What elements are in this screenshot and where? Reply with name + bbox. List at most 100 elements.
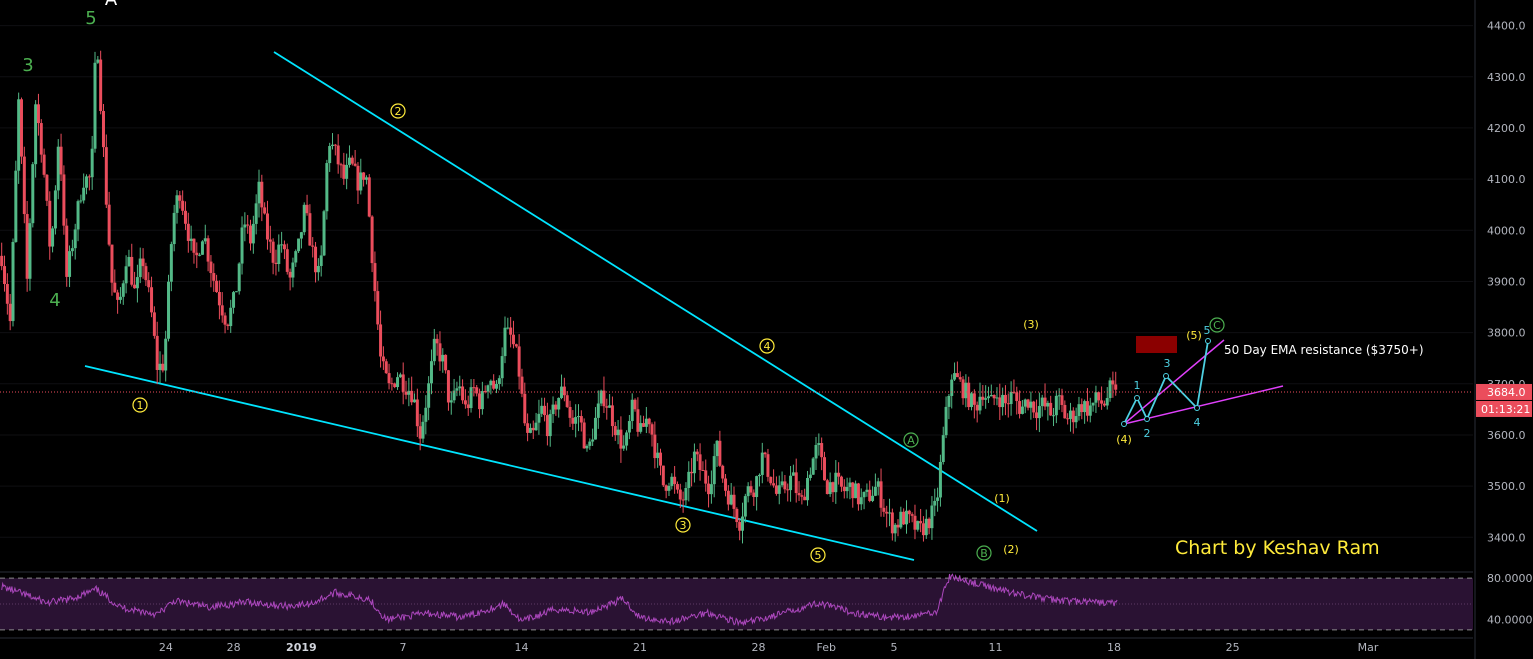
candle-body bbox=[285, 249, 289, 272]
circled-wave-marker bbox=[759, 338, 775, 354]
candle-body bbox=[749, 486, 753, 493]
candle-body bbox=[107, 204, 111, 245]
candle-body bbox=[661, 465, 665, 486]
candle-body bbox=[1018, 401, 1022, 414]
candle-body bbox=[141, 258, 145, 267]
candle-body bbox=[376, 291, 380, 325]
candle-body bbox=[698, 454, 702, 471]
candle-body bbox=[0, 255, 4, 267]
candle-body bbox=[249, 225, 253, 244]
candle-body bbox=[851, 482, 855, 499]
candle-body bbox=[220, 305, 224, 316]
candle-body bbox=[495, 383, 499, 389]
candle-body bbox=[5, 283, 9, 304]
candle-body bbox=[82, 187, 86, 201]
candle-body bbox=[229, 307, 233, 327]
candle-body bbox=[463, 400, 467, 405]
candle-body bbox=[124, 266, 128, 284]
candle-body bbox=[195, 252, 199, 256]
candle-body bbox=[234, 291, 238, 293]
candle-body bbox=[121, 283, 125, 297]
candle-body bbox=[1060, 395, 1064, 405]
candle-body bbox=[667, 485, 671, 491]
candle-body bbox=[769, 476, 773, 484]
candle-body bbox=[1057, 395, 1061, 397]
candle-body bbox=[497, 378, 501, 384]
candle-body bbox=[79, 200, 83, 202]
candle-body bbox=[955, 373, 959, 378]
intermediate-wave-label: (4) bbox=[1116, 433, 1132, 446]
candle-body bbox=[588, 441, 592, 446]
price-tick-label: 3400.0 bbox=[1487, 531, 1526, 544]
candle-body bbox=[489, 380, 493, 386]
candle-body bbox=[299, 232, 303, 239]
candle-body bbox=[958, 377, 962, 380]
candle-body bbox=[746, 486, 750, 497]
candle-body bbox=[116, 292, 120, 300]
candle-body bbox=[627, 421, 631, 433]
circled-abc-label: B bbox=[980, 547, 988, 560]
candle-body bbox=[1108, 380, 1112, 399]
candle-body bbox=[718, 440, 722, 466]
candle-body bbox=[800, 495, 804, 497]
intermediate-wave-label: (5) bbox=[1186, 329, 1202, 342]
candle-body bbox=[407, 390, 411, 395]
candle-body bbox=[390, 383, 394, 385]
candle-body bbox=[158, 363, 162, 370]
candle-body bbox=[359, 172, 363, 191]
price-tick-label: 3800.0 bbox=[1487, 327, 1526, 340]
candle-body bbox=[370, 216, 374, 264]
candle-body bbox=[585, 445, 589, 449]
minor-wave-label: 1 bbox=[1134, 379, 1141, 392]
candle-body bbox=[62, 174, 66, 226]
wave-pivot-marker bbox=[1194, 405, 1200, 411]
candle-body bbox=[127, 256, 131, 267]
candle-body bbox=[647, 418, 651, 425]
price-axis[interactable]: 4400.0 4300.0 4200.0 4100.0 4000.0 3900.0 3800… bbox=[1474, 0, 1533, 659]
candle-body bbox=[873, 486, 877, 496]
candle-body bbox=[599, 390, 603, 404]
candle-body bbox=[469, 387, 473, 409]
candle-body bbox=[328, 146, 332, 164]
candle-body bbox=[1012, 391, 1016, 393]
candle-body bbox=[633, 399, 637, 410]
candle-body bbox=[537, 413, 541, 423]
candle-body bbox=[316, 265, 320, 273]
candle-body bbox=[438, 343, 442, 362]
date-tick-label: 2019 bbox=[286, 641, 317, 654]
candle-body bbox=[302, 204, 306, 233]
candle-body bbox=[890, 512, 894, 534]
candle-body bbox=[452, 390, 456, 401]
candle-body bbox=[602, 390, 606, 407]
candle-body bbox=[325, 163, 329, 212]
candle-body bbox=[90, 148, 94, 178]
candle-body bbox=[565, 395, 569, 407]
minor-wave-label: 2 bbox=[1144, 427, 1151, 440]
candle-body bbox=[1074, 416, 1078, 423]
candle-body bbox=[938, 461, 942, 498]
circled-wave-label: 2 bbox=[395, 105, 402, 118]
candle-body bbox=[619, 429, 623, 449]
candle-body bbox=[68, 251, 72, 277]
candle-body bbox=[825, 480, 829, 495]
candle-body bbox=[921, 523, 925, 536]
candle-body bbox=[339, 164, 343, 166]
candle-body bbox=[240, 227, 244, 264]
candle-body bbox=[721, 465, 725, 479]
candle-body bbox=[593, 417, 597, 440]
date-tick-label: 25 bbox=[1226, 641, 1240, 654]
candle-body bbox=[760, 452, 764, 475]
minor-wave-label: 3 bbox=[1164, 357, 1171, 370]
candle-body bbox=[280, 244, 284, 246]
candle-body bbox=[350, 157, 354, 164]
time-axis[interactable]: 24 28 2019 7 14 21 28 Feb 5 11 18 25 Mar bbox=[0, 637, 1473, 654]
candle-body bbox=[845, 486, 849, 492]
candle-body bbox=[933, 500, 937, 506]
date-tick-label: 24 bbox=[159, 641, 173, 654]
candle-body bbox=[548, 414, 552, 437]
countdown-tag bbox=[1476, 400, 1532, 417]
candle-body bbox=[429, 361, 433, 384]
circled-abc-marker bbox=[903, 432, 919, 448]
candle-body bbox=[17, 99, 21, 171]
price-tick-label: 4300.0 bbox=[1487, 71, 1526, 84]
